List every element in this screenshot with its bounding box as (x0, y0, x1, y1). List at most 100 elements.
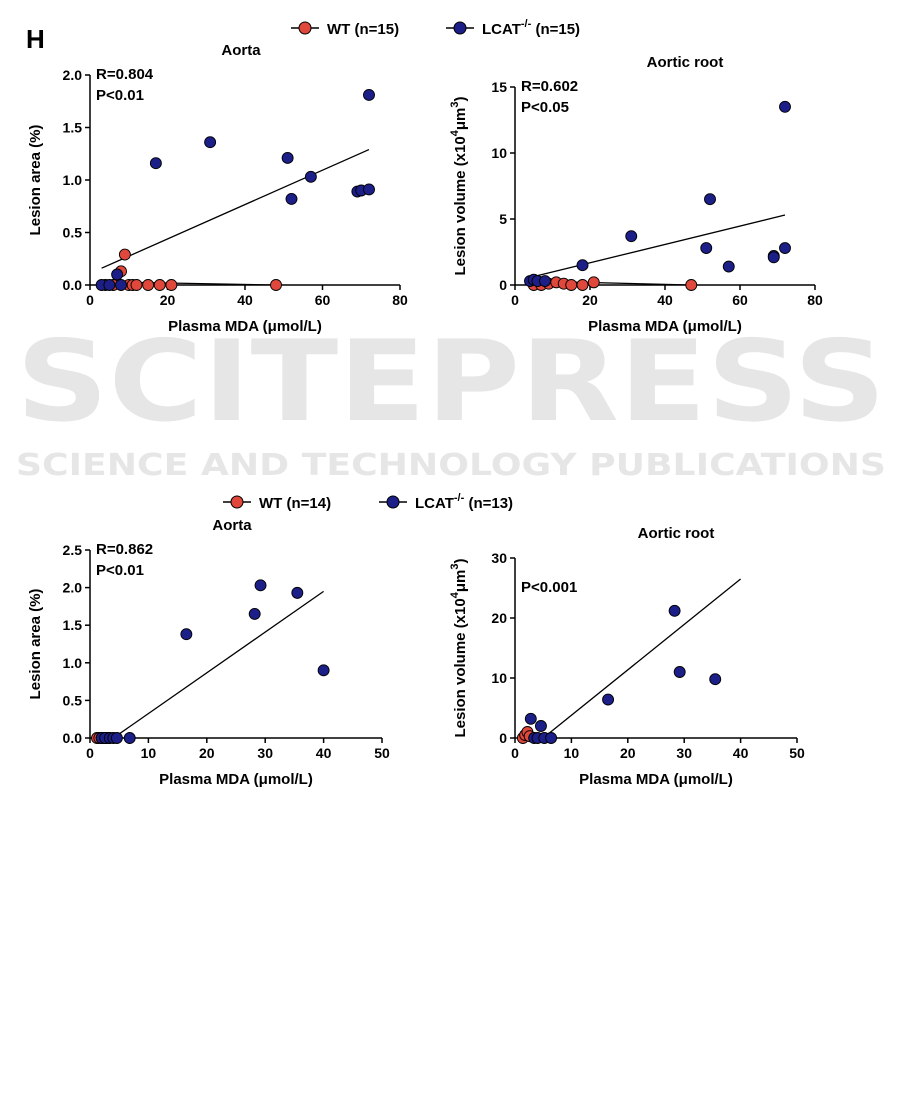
y-tick-label: 1.0 (63, 172, 83, 188)
x-tick-label: 50 (374, 745, 390, 761)
data-point (534, 720, 547, 732)
data-point (142, 279, 155, 291)
data-point (204, 136, 217, 149)
data-point (111, 268, 124, 281)
x-axis-label: Plasma MDA (μmol/L) (159, 771, 313, 788)
y-tick-label: 10 (491, 145, 507, 161)
legend-marker (453, 21, 467, 35)
x-tick-label: 50 (789, 745, 805, 761)
y-tick-label: 20 (491, 610, 507, 626)
data-point (363, 88, 375, 101)
data-point (668, 604, 681, 617)
x-tick-label: 20 (582, 292, 598, 308)
x-tick-label: 80 (392, 292, 408, 308)
data-point (576, 259, 589, 272)
data-point (625, 230, 638, 243)
data-point (285, 192, 298, 205)
watermark: SCITEPRESS SCIENCE AND TECHNOLOGY PUBLIC… (16, 317, 886, 483)
data-point (704, 193, 716, 206)
legend-label: LCAT-/- (n=13) (415, 492, 513, 512)
y-tick-label: 0.0 (63, 730, 83, 746)
data-point (130, 279, 143, 291)
regression-line (101, 148, 370, 269)
data-point (685, 279, 698, 291)
data-point (587, 276, 600, 289)
x-tick-label: 20 (199, 745, 215, 761)
chart-aortic-root-top: 0 20 40 60 80 0 5 10 15 Aortic root Plasma MDA (μm… (449, 54, 823, 335)
y-axis-label: Lesion volume (x104μm3) (449, 559, 469, 738)
stat-annotation: R=0.804 (96, 66, 154, 83)
data-point (281, 151, 294, 164)
legend-item: LCAT-/- (n=15) (446, 18, 580, 38)
chart-title: Aorta (212, 517, 252, 534)
data-point (539, 275, 551, 287)
data-point (180, 628, 193, 641)
data-point (110, 732, 123, 744)
chart-aorta-top: 0 20 40 60 80 0.0 0.5 1.0 1.5 2.0 Aorta Plasma MDA … (27, 42, 408, 335)
data-point (602, 693, 615, 706)
data-point (103, 279, 116, 291)
y-tick-label: 1.0 (63, 655, 83, 671)
data-point (254, 579, 267, 592)
x-axis-label: Plasma MDA (μmol/L) (168, 318, 322, 335)
data-point (153, 279, 166, 291)
y-tick-label: 1.5 (63, 617, 83, 633)
regression-line (112, 590, 324, 739)
chart-aortic-root-bottom: 0 10 20 30 40 50 0 10 20 30 Aortic root Plasma MDA … (449, 525, 805, 788)
y-tick-label: 2.0 (63, 580, 83, 596)
stat-annotation: P<0.01 (96, 87, 144, 104)
legend-marker (230, 495, 244, 509)
data-point (709, 673, 722, 686)
y-tick-label: 5 (499, 211, 507, 227)
data-point (700, 242, 713, 254)
stat-annotation: P<0.01 (96, 562, 144, 579)
legend-item: LCAT-/- (n=13) (379, 492, 513, 512)
x-tick-label: 60 (315, 292, 331, 308)
legend-label: LCAT-/- (n=15) (482, 18, 580, 38)
regression-line (526, 214, 786, 280)
y-tick-label: 0 (499, 730, 507, 746)
x-tick-label: 0 (86, 292, 94, 308)
legend-bottom: WT (n=14) LCAT-/- (n=13) (223, 492, 513, 512)
y-tick-label: 1.5 (63, 120, 83, 136)
stat-annotation: R=0.602 (521, 78, 578, 95)
x-tick-label: 20 (160, 292, 176, 308)
x-tick-label: 40 (657, 292, 673, 308)
legend-item: WT (n=15) (291, 21, 399, 38)
y-tick-label: 0.5 (63, 225, 83, 241)
watermark-sub: SCIENCE AND TECHNOLOGY PUBLICATIONS (16, 448, 886, 483)
data-point (123, 732, 136, 744)
chart-aorta-bottom: 0 10 20 30 40 50 0.0 0.5 1.0 1.5 2.0 2.5 Aorta Plasma… (27, 517, 390, 788)
x-tick-label: 0 (511, 292, 519, 308)
data-point (363, 183, 375, 196)
legend-marker (386, 495, 400, 509)
data-point (118, 248, 131, 261)
data-point (722, 260, 735, 273)
x-tick-label: 10 (564, 745, 580, 761)
chart-title: Aorta (221, 42, 261, 59)
y-tick-label: 2.0 (63, 67, 83, 83)
x-tick-label: 20 (620, 745, 636, 761)
stat-annotation: P<0.05 (521, 99, 569, 116)
data-point (565, 279, 578, 291)
x-tick-label: 10 (141, 745, 157, 761)
y-tick-label: 0 (499, 277, 507, 293)
data-point (673, 666, 686, 678)
data-point (165, 279, 178, 291)
chart-title: Aortic root (638, 525, 715, 542)
y-tick-label: 0.5 (63, 692, 83, 708)
y-axis-label: Lesion volume (x104μm3) (449, 97, 469, 276)
stat-annotation: R=0.862 (96, 541, 153, 558)
legend-marker (298, 21, 312, 35)
x-tick-label: 40 (316, 745, 332, 761)
data-point (248, 607, 261, 620)
y-axis-label: Lesion area (%) (27, 589, 44, 700)
data-point (304, 170, 317, 183)
x-tick-label: 60 (732, 292, 748, 308)
data-point (270, 279, 282, 291)
x-tick-label: 30 (676, 745, 692, 761)
data-point (115, 279, 127, 291)
chart-title: Aortic root (647, 54, 724, 71)
y-axis-label: Lesion area (%) (27, 125, 44, 236)
